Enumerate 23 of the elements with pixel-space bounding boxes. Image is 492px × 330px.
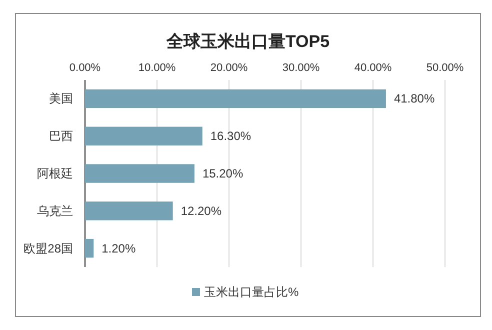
x-tick-label: 10.00%: [138, 62, 176, 74]
text: 41.80%: [394, 92, 435, 106]
x-tick-label: 40.00%: [354, 62, 392, 74]
text: 16.30%: [210, 129, 252, 144]
x-tick-label: 30.00%: [282, 62, 320, 74]
x-tick-label: 0.00%: [69, 62, 101, 74]
chart-title: 全球玉米出口量TOP5: [165, 32, 330, 51]
bar: [85, 164, 194, 183]
y-tick-label: 巴西: [49, 129, 73, 144]
bar: [85, 126, 202, 146]
text: 12.20%: [180, 204, 222, 218]
y-tick-label: 乌克兰: [37, 204, 73, 218]
legend-label: 玉米出口量占比%: [204, 285, 299, 299]
text: 15.20%: [202, 166, 244, 180]
bar: [85, 89, 386, 108]
y-tick-label: 欧盟28国: [24, 241, 73, 256]
text: 1.20%: [102, 241, 136, 256]
x-tick-label: 50.00%: [426, 62, 464, 74]
y-tick-label: 美国: [49, 92, 73, 106]
bar: [85, 238, 94, 258]
x-tick-label: 20.00%: [210, 62, 248, 74]
bar: [85, 202, 173, 220]
y-tick-label: 阿根廷: [37, 166, 73, 180]
